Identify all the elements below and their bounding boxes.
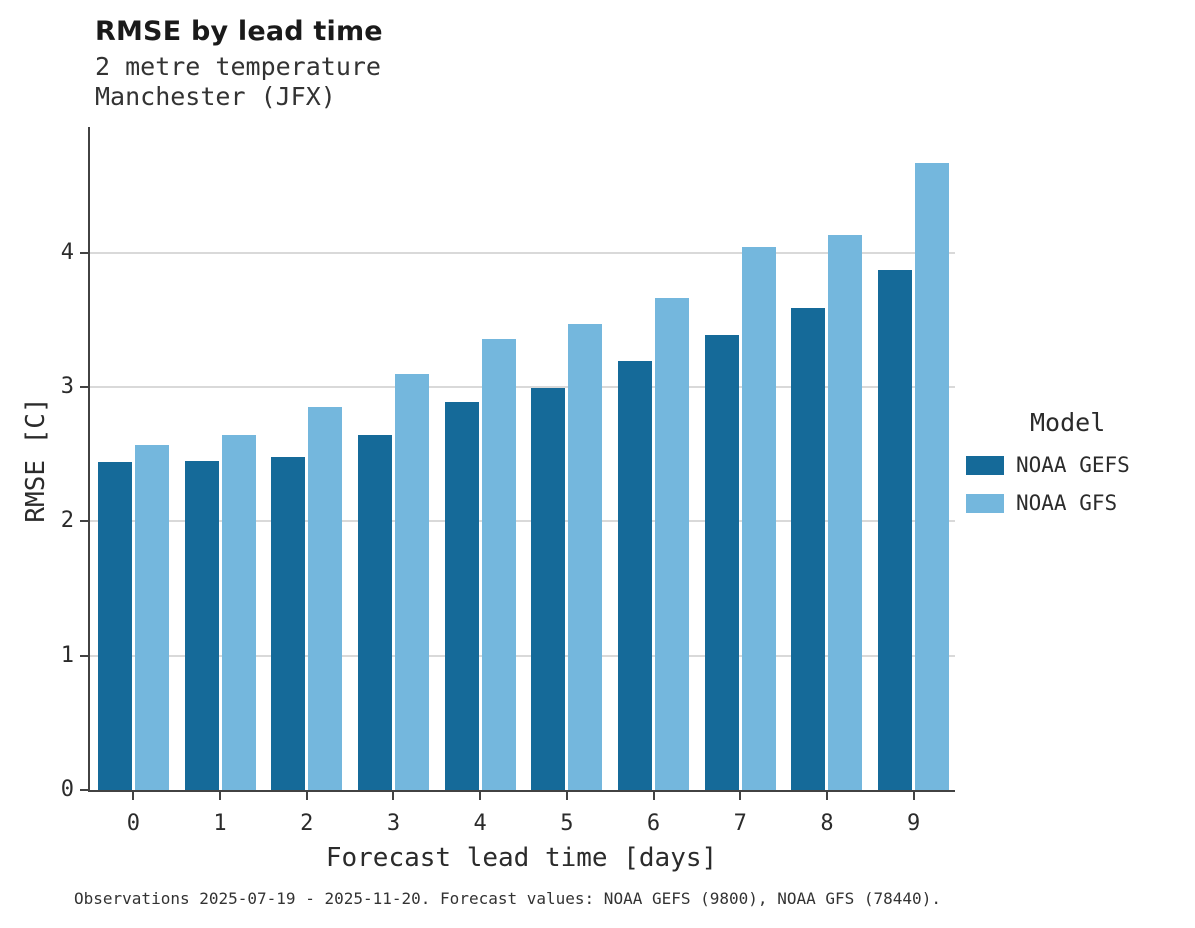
- x-tick-label-1: 1: [213, 811, 227, 836]
- bar-noaa-gefs-lead-8: [791, 307, 826, 790]
- x-tick-mark-9: [912, 792, 915, 800]
- bar-noaa-gefs-lead-9: [878, 270, 913, 790]
- bar-noaa-gefs-lead-3: [357, 435, 392, 790]
- bar-noaa-gefs-lead-1: [184, 460, 219, 790]
- x-tick-mark-5: [565, 792, 568, 800]
- bar-noaa-gfs-lead-8: [828, 235, 863, 790]
- x-axis-label: Forecast lead time [days]: [325, 843, 718, 873]
- x-tick-label-9: 9: [907, 811, 921, 836]
- x-tick-label-6: 6: [646, 811, 661, 836]
- legend-label-gefs: NOAA GEFS: [1016, 453, 1130, 477]
- gridline-y-1: [90, 654, 955, 657]
- chart-subtitle-variable: 2 metre temperature: [95, 52, 381, 81]
- chart-title: RMSE by lead time: [95, 16, 383, 47]
- bar-noaa-gefs-lead-6: [618, 361, 653, 790]
- legend-entry-gfs: NOAA GFS: [966, 491, 1191, 515]
- bar-noaa-gfs-lead-6: [655, 298, 690, 790]
- x-tick-label-8: 8: [820, 811, 834, 836]
- x-tick-label-0: 0: [126, 811, 140, 836]
- gridline-y-4: [90, 251, 955, 254]
- y-tick-mark-0: [80, 789, 88, 791]
- legend: Model NOAA GEFS NOAA GFS: [966, 408, 1191, 529]
- bar-noaa-gefs-lead-4: [444, 401, 479, 790]
- gridline-y-2: [90, 520, 955, 523]
- bar-noaa-gfs-lead-2: [308, 407, 343, 790]
- x-tick-mark-0: [132, 792, 135, 800]
- x-tick-mark-4: [479, 792, 482, 800]
- x-tick-mark-1: [219, 792, 222, 800]
- bar-noaa-gefs-lead-7: [704, 334, 739, 790]
- bar-noaa-gfs-lead-4: [481, 338, 516, 790]
- y-tick-label-2: 2: [60, 508, 74, 534]
- x-tick-label-4: 4: [473, 811, 487, 836]
- y-tick-label-4: 4: [60, 239, 74, 265]
- bar-noaa-gfs-lead-5: [568, 323, 603, 790]
- legend-swatch-gfs: [966, 493, 1004, 513]
- footnote: Observations 2025-07-19 - 2025-11-20. Fo…: [74, 889, 941, 908]
- bar-noaa-gfs-lead-1: [221, 435, 256, 790]
- gridline-y-3: [90, 385, 955, 388]
- y-tick-label-0: 0: [60, 777, 74, 802]
- bar-noaa-gefs-lead-2: [271, 456, 306, 790]
- y-axis-label: RMSE [C]: [21, 397, 51, 523]
- legend-title: Model: [1030, 408, 1106, 437]
- bar-noaa-gefs-lead-0: [97, 462, 132, 790]
- legend-label-gfs: NOAA GFS: [1016, 491, 1118, 515]
- x-tick-label-5: 5: [560, 811, 574, 836]
- chart-subtitle-location: Manchester (JFX): [95, 82, 336, 111]
- x-tick-mark-3: [392, 792, 395, 800]
- x-tick-label-2: 2: [300, 811, 314, 836]
- bar-noaa-gfs-lead-0: [134, 444, 169, 790]
- y-tick-label-3: 3: [60, 373, 74, 399]
- y-tick-mark-2: [80, 520, 88, 523]
- legend-swatch-gefs: [966, 455, 1004, 475]
- x-tick-mark-6: [652, 792, 655, 800]
- x-tick-mark-8: [825, 792, 828, 800]
- y-tick-mark-4: [80, 251, 88, 254]
- bar-noaa-gefs-lead-5: [531, 388, 566, 790]
- y-tick-mark-3: [80, 385, 88, 388]
- plot-area: 0 1 2 3 4 0 1 2 3 4 5 6 7 8 9: [61, 127, 955, 836]
- x-tick-mark-7: [739, 792, 742, 800]
- bar-noaa-gfs-lead-3: [394, 373, 429, 790]
- bar-noaa-gfs-lead-9: [915, 162, 950, 790]
- y-tick-mark-1: [80, 654, 88, 657]
- x-tick-label-3: 3: [386, 811, 401, 836]
- x-tick-label-7: 7: [733, 811, 747, 836]
- y-tick-label-1: 1: [60, 642, 74, 668]
- legend-entry-gefs: NOAA GEFS: [966, 453, 1191, 477]
- bar-noaa-gfs-lead-7: [741, 247, 776, 790]
- x-tick-mark-2: [305, 792, 308, 800]
